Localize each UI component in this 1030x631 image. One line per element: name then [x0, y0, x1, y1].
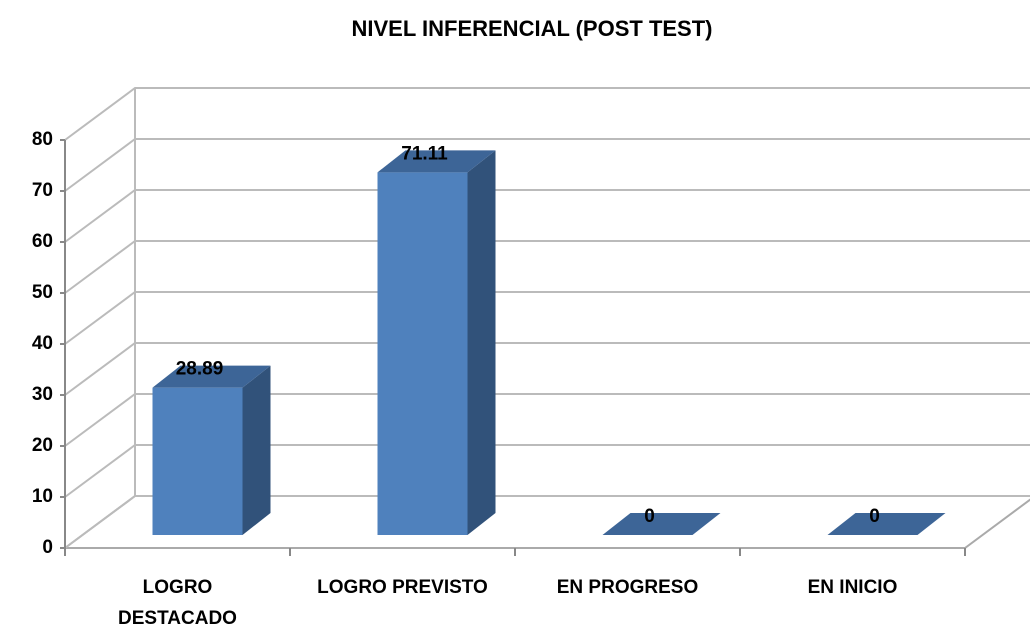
- bar-top: [152, 365, 271, 388]
- value-label: 0: [644, 506, 655, 527]
- y-tick-label: 70: [32, 180, 53, 201]
- y-tick-label: 60: [32, 231, 53, 252]
- chart-title: NIVEL INFERENCIAL (POST TEST): [352, 16, 713, 41]
- y-tick-label: 10: [32, 486, 53, 507]
- y-tick-label: 80: [32, 129, 53, 150]
- bar-top: [602, 513, 721, 535]
- grid-line: [64, 495, 1030, 549]
- y-tick-label: 20: [32, 435, 53, 456]
- grid-line: [64, 189, 1030, 243]
- bar: [377, 172, 468, 536]
- grid-line: [64, 240, 1030, 294]
- grid-line: [64, 291, 1030, 345]
- bar-top: [377, 150, 496, 173]
- bar-top: [827, 513, 946, 535]
- y-tick-label: 50: [32, 282, 53, 303]
- grid-line: [64, 444, 1030, 498]
- y-tick-label: 0: [42, 537, 53, 558]
- bar: [152, 387, 243, 535]
- grid-line: [64, 393, 1030, 447]
- x-tick-label: LOGRO DESTACADO: [118, 577, 237, 629]
- y-tick-label: 30: [32, 384, 53, 405]
- x-tick-label: LOGRO PREVISTO: [317, 577, 488, 598]
- value-label: 71.11: [401, 143, 448, 164]
- value-label: 0: [869, 506, 880, 527]
- x-tick-label: EN PROGRESO: [557, 577, 698, 598]
- value-label: 28.89: [176, 359, 224, 380]
- bar-side: [242, 365, 271, 535]
- bar-side: [467, 150, 496, 536]
- x-tick-label: EN INICIO: [808, 577, 898, 598]
- grid-line: [64, 138, 1030, 192]
- y-tick-label: 40: [32, 333, 53, 354]
- grid-line: [64, 87, 1030, 141]
- grid-line: [64, 342, 1030, 396]
